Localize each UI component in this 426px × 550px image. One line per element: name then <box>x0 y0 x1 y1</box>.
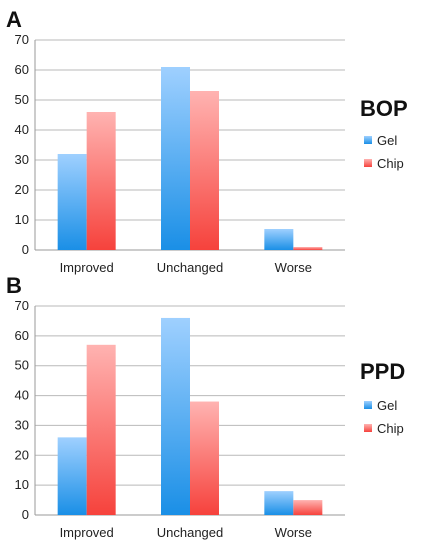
y-tick-label: 40 <box>15 388 29 403</box>
bar-chip-improved <box>86 112 116 250</box>
panel-letter-a: A <box>6 7 22 32</box>
y-tick-label: 0 <box>22 242 29 257</box>
legend-swatch-gel <box>364 401 372 409</box>
bar-chip-worse <box>293 247 323 250</box>
legend-swatch-gel <box>364 136 372 144</box>
x-tick-label: Worse <box>275 525 312 540</box>
y-tick-label: 70 <box>15 32 29 47</box>
legend-swatch-chip <box>364 159 372 167</box>
legend-label-gel: Gel <box>377 398 397 413</box>
x-tick-label: Unchanged <box>157 260 224 275</box>
y-tick-label: 30 <box>15 417 29 432</box>
bar-chip-unchanged <box>190 91 219 250</box>
legend: Gel Chip <box>364 398 404 436</box>
y-tick-label: 60 <box>15 328 29 343</box>
x-tick-label: Worse <box>275 260 312 275</box>
bar-gel-worse <box>264 491 294 515</box>
x-tick-label: Improved <box>60 525 114 540</box>
y-tick-label: 60 <box>15 62 29 77</box>
legend-swatch-chip <box>364 424 372 432</box>
x-tick-label: Improved <box>60 260 114 275</box>
bar-chip-unchanged <box>190 401 219 515</box>
bar-chip-improved <box>86 344 116 515</box>
x-tick-label: Unchanged <box>157 525 224 540</box>
y-tick-label: 20 <box>15 447 29 462</box>
bar-chip-worse <box>293 500 323 515</box>
y-tick-label: 50 <box>15 92 29 107</box>
y-tick-label: 70 <box>15 298 29 313</box>
chart-title-ppd: PPD <box>360 359 405 384</box>
bar-gel-improved <box>57 154 87 250</box>
y-tick-label: 30 <box>15 152 29 167</box>
bar-gel-unchanged <box>161 317 190 515</box>
panel-letter-b: B <box>6 273 22 298</box>
legend: Gel Chip <box>364 133 404 171</box>
y-tick-label: 0 <box>22 507 29 522</box>
chart-panel-b: B 0 10 20 30 40 50 60 70 Improved Unchanged Worse… <box>6 273 405 540</box>
y-tick-label: 50 <box>15 358 29 373</box>
y-tick-label: 40 <box>15 122 29 137</box>
legend-label-gel: Gel <box>377 133 397 148</box>
chart-title-bop: BOP <box>360 96 408 121</box>
bar-gel-improved <box>57 437 87 515</box>
legend-label-chip: Chip <box>377 156 404 171</box>
bar-gel-worse <box>264 229 294 250</box>
y-tick-label: 20 <box>15 182 29 197</box>
y-tick-label: 10 <box>15 212 29 227</box>
chart-panel-a: A 0 10 20 30 40 50 60 70 Improved Unchanged Worse… <box>6 7 408 275</box>
legend-label-chip: Chip <box>377 421 404 436</box>
bar-gel-unchanged <box>161 67 190 250</box>
y-tick-label: 10 <box>15 477 29 492</box>
